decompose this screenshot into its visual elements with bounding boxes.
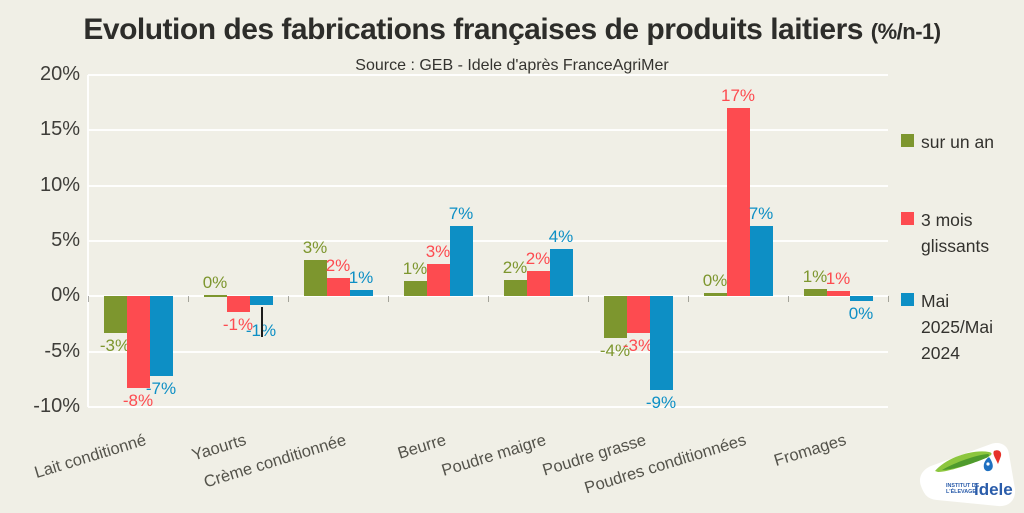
chart-source-subtitle: Source : GEB - Idele d'après FranceAgriM… — [355, 57, 669, 74]
bar-3-mois-glissants-1 — [226, 296, 250, 312]
bar-value-label: 1% — [802, 266, 828, 286]
bar-3-mois-glissants-6 — [726, 108, 750, 297]
bar-mai-2025-mai-2024-0 — [149, 296, 173, 376]
logo-leaf-dark-icon — [942, 454, 990, 470]
bar-value-label: 1% — [825, 268, 851, 288]
gridline-0 — [88, 295, 888, 298]
bar-value-label: -4% — [599, 341, 631, 361]
legend-swatch-icon — [901, 134, 914, 147]
legend-item-label: 3 mois glissants — [921, 210, 990, 256]
bar-sur-un-an-0 — [103, 296, 127, 333]
bar-value-label: 3% — [302, 237, 328, 257]
legend-item-label: sur un an — [921, 132, 994, 152]
bar-mai-2025-mai-2024-1 — [249, 296, 273, 306]
y-axis-tick-label: -5% — [44, 339, 80, 362]
x-axis-boundary-tick — [687, 296, 689, 303]
bar-value-label: -9% — [645, 393, 677, 413]
x-axis-boundary-tick — [387, 296, 389, 303]
y-axis-tick-label: -10% — [33, 395, 80, 417]
bar-value-label: -1% — [222, 314, 254, 334]
bar-sur-un-an-3 — [403, 280, 427, 297]
bar-value-label: -3% — [622, 335, 654, 355]
bar-value-label: -7% — [145, 379, 177, 398]
chart-title-main: Evolution des fabrications françaises de… — [83, 13, 863, 46]
bar-sur-un-an-6 — [703, 293, 727, 297]
bar-value-label: 17% — [720, 86, 756, 106]
bar-mai-2025-mai-2024-4 — [549, 248, 573, 297]
bar-value-label: -3% — [99, 335, 131, 355]
bar-3-mois-glissants-2 — [326, 277, 350, 297]
logo-droplet-dot-icon — [986, 462, 990, 466]
gridline-5 — [88, 240, 888, 242]
x-axis-boundary-tick — [87, 296, 89, 303]
x-axis-boundary-tick — [887, 296, 889, 303]
bar-value-label: 1% — [402, 258, 428, 278]
y-axis-tick-label: 20% — [39, 63, 80, 85]
bar-value-label: 3% — [425, 242, 451, 262]
bar-value-label: -8% — [122, 391, 154, 411]
y-axis-tick-label: 0% — [51, 284, 80, 307]
bar-value-label: 1% — [348, 267, 374, 287]
x-axis-boundary-tick — [187, 296, 189, 303]
bar-value-label: 7% — [748, 203, 774, 223]
legend-item-1: 3 mois glissants — [901, 207, 1009, 259]
logo-background-shape — [920, 443, 1016, 507]
gridline--5 — [88, 350, 888, 353]
plot-area: 20% 15% 10% 5% 0% -5% -10% -3% 0% 3% 1% 2% -4% 0% 1% -8… — [33, 63, 889, 417]
bar-mai-2025-mai-2024-5 — [649, 296, 673, 391]
x-axis-boundary-tick — [287, 296, 289, 303]
y-axis-tick-label: 5% — [51, 229, 80, 251]
bar-value-label: 2% — [502, 257, 528, 277]
gridline--10 — [88, 406, 888, 408]
bar-sur-un-an-4 — [503, 279, 527, 297]
bar-sur-un-an-2 — [303, 259, 327, 297]
bar-value-label: 4% — [548, 226, 574, 246]
x-axis-boundary-tick — [587, 296, 589, 303]
legend-swatch-icon — [901, 293, 914, 306]
bar-value-label: 0% — [848, 303, 874, 323]
bar-value-label: 7% — [448, 203, 474, 223]
bar-3-mois-glissants-3 — [426, 264, 450, 297]
legend-item-2: Mai 2025/Mai 2024 — [901, 288, 1009, 366]
bar-3-mois-glissants-5 — [626, 296, 650, 333]
gridline-10 — [88, 184, 888, 187]
chart-title: Evolution des fabrications françaises de… — [0, 13, 1024, 47]
bar-value-label: 0% — [202, 273, 228, 292]
logo-org-line1: INSTITUT DE — [946, 483, 980, 489]
bar-sur-un-an-5 — [603, 296, 627, 339]
bar-sur-un-an-1 — [203, 295, 227, 297]
label-leader-line — [261, 307, 263, 338]
bar-mai-2025-mai-2024-7 — [849, 296, 873, 301]
gridline-20 — [88, 74, 888, 76]
bar-value-label: 2% — [525, 248, 551, 268]
bar-mai-2025-mai-2024-2 — [349, 289, 373, 297]
bar-value-label: -1% — [238, 321, 284, 341]
bar-value-label: 0% — [702, 271, 728, 290]
legend-swatch-icon — [901, 212, 914, 225]
y-axis-tick-label: 10% — [39, 173, 80, 196]
chart-title-unit-suffix: (%/n-1) — [870, 19, 941, 44]
bar-value-label: 2% — [325, 255, 351, 275]
idele-logo: INSTITUT DE L'ÉLEVAGE idele — [920, 443, 1016, 507]
logo-brand-name: idele — [974, 480, 1013, 499]
logo-red-accent-icon — [993, 450, 1002, 464]
x-axis-boundary-tick — [787, 296, 789, 303]
y-axis-line — [87, 75, 89, 407]
bar-3-mois-glissants-7 — [826, 290, 850, 297]
y-axis-tick-label: 15% — [39, 118, 80, 141]
bar-3-mois-glissants-4 — [526, 270, 550, 297]
bar-3-mois-glissants-0 — [126, 296, 150, 389]
bar-sur-un-an-7 — [803, 288, 827, 297]
legend-item-0: sur un an — [901, 129, 1009, 155]
x-axis-boundary-tick — [487, 296, 489, 303]
bar-mai-2025-mai-2024-6 — [749, 225, 773, 297]
bar-mai-2025-mai-2024-3 — [449, 225, 473, 297]
logo-org-line2: L'ÉLEVAGE — [946, 487, 976, 495]
legend-item-label: Mai 2025/Mai 2024 — [921, 291, 993, 363]
gridline-15 — [88, 129, 888, 132]
